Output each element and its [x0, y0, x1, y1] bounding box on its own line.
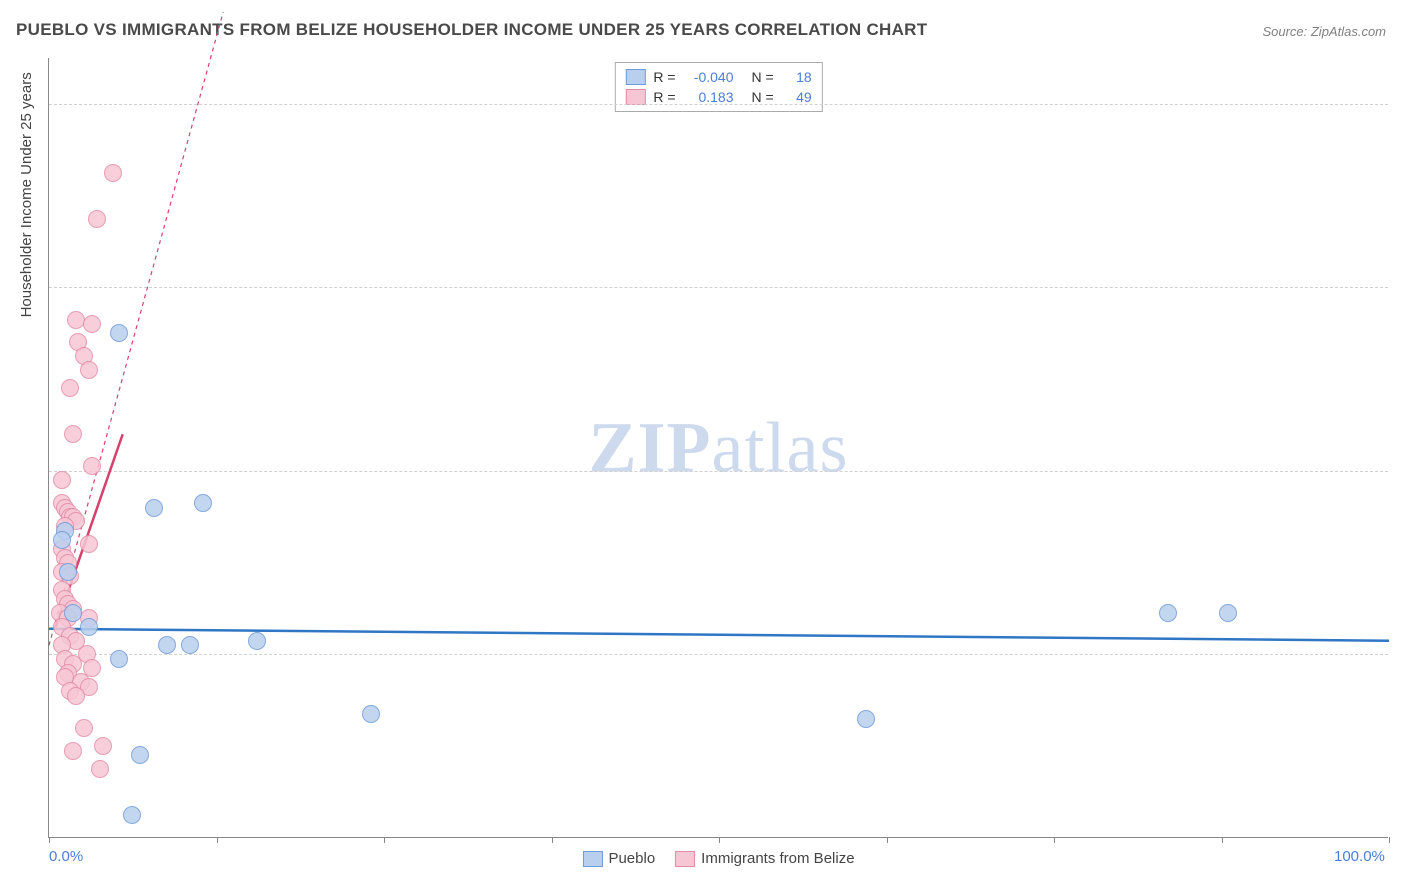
x-tick-label: 100.0% — [1334, 848, 1385, 865]
scatter-point — [94, 737, 112, 755]
scatter-point — [80, 361, 98, 379]
scatter-point — [145, 499, 163, 517]
scatter-point — [80, 535, 98, 553]
legend-series-label: Pueblo — [608, 850, 655, 867]
scatter-point — [248, 632, 266, 650]
scatter-point — [181, 636, 199, 654]
y-tick-label: $100,000 — [1398, 95, 1406, 112]
scatter-point — [857, 710, 875, 728]
scatter-point — [104, 164, 122, 182]
scatter-point — [75, 719, 93, 737]
y-axis-title: Householder Income Under 25 years — [18, 72, 35, 317]
legend-series-label: Immigrants from Belize — [701, 850, 854, 867]
scatter-point — [110, 324, 128, 342]
scatter-point — [362, 705, 380, 723]
legend-swatch — [675, 851, 695, 867]
scatter-point — [64, 425, 82, 443]
trend-overlay — [49, 58, 1389, 838]
legend-series-item: Pueblo — [582, 850, 655, 867]
scatter-point — [194, 494, 212, 512]
chart-container: PUEBLO VS IMMIGRANTS FROM BELIZE HOUSEHO… — [0, 0, 1406, 892]
source-attribution: Source: ZipAtlas.com — [1262, 24, 1386, 39]
y-tick-label: $40,000 — [1398, 646, 1406, 663]
y-tick-label: $80,000 — [1398, 279, 1406, 296]
legend-series-item: Immigrants from Belize — [675, 850, 854, 867]
scatter-point — [131, 746, 149, 764]
scatter-point — [91, 760, 109, 778]
scatter-point — [123, 806, 141, 824]
scatter-point — [59, 563, 77, 581]
scatter-point — [83, 315, 101, 333]
scatter-point — [53, 531, 71, 549]
scatter-point — [53, 471, 71, 489]
x-tick-label: 0.0% — [49, 848, 83, 865]
legend-series: Pueblo Immigrants from Belize — [582, 850, 854, 867]
chart-title: PUEBLO VS IMMIGRANTS FROM BELIZE HOUSEHO… — [16, 20, 927, 40]
scatter-point — [83, 457, 101, 475]
x-tick-mark — [1389, 837, 1390, 843]
scatter-point — [110, 650, 128, 668]
legend-swatch — [582, 851, 602, 867]
scatter-point — [1219, 604, 1237, 622]
plot-area: ZIPatlas R =-0.040N =18R =0.183N =49 Pue… — [48, 58, 1388, 838]
scatter-point — [67, 687, 85, 705]
trend-extension — [49, 12, 223, 645]
scatter-point — [1159, 604, 1177, 622]
y-tick-label: $60,000 — [1398, 462, 1406, 479]
scatter-point — [88, 210, 106, 228]
scatter-point — [80, 618, 98, 636]
scatter-point — [158, 636, 176, 654]
scatter-point — [64, 604, 82, 622]
scatter-point — [61, 379, 79, 397]
scatter-point — [64, 742, 82, 760]
